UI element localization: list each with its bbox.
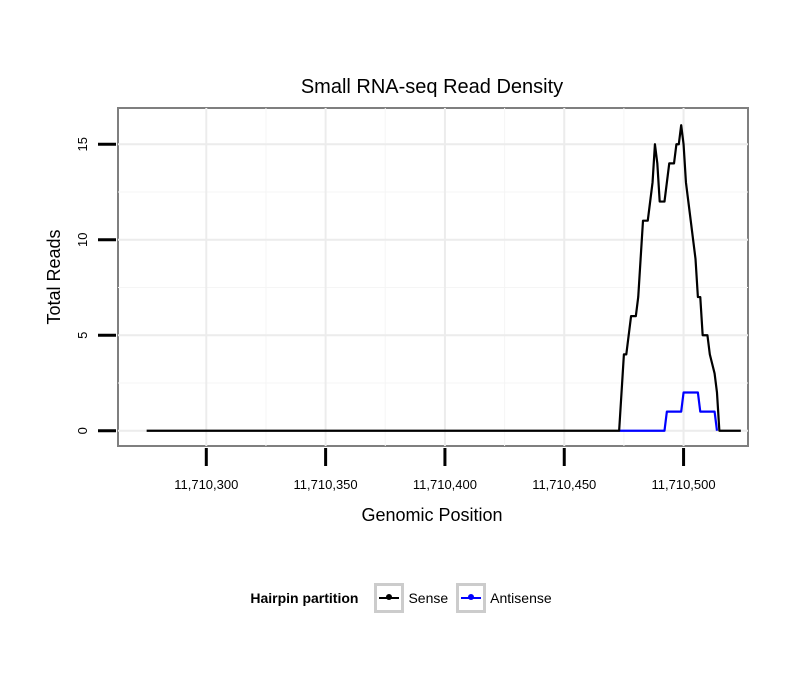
legend: Hairpin partition Sense Antisense	[0, 580, 810, 616]
x-tick-label: 11,710,350	[294, 477, 358, 492]
y-axis: 0 5 10 15	[75, 137, 116, 434]
x-tick-label: 11,710,400	[413, 477, 477, 492]
legend-label-antisense: Antisense	[490, 590, 552, 606]
chart-title: Small RNA-seq Read Density	[301, 76, 563, 98]
series-line-sense	[146, 124, 741, 432]
y-tick-label: 15	[75, 137, 90, 151]
y-tick-label: 10	[75, 233, 90, 247]
x-axis-label: Genomic Position	[361, 505, 502, 525]
x-tick-label: 11,710,300	[174, 477, 238, 492]
y-tick-label: 5	[75, 332, 90, 339]
plot-panel	[117, 107, 749, 447]
y-tick-label: 0	[75, 427, 90, 434]
legend-key-sense	[374, 583, 405, 613]
series-line-antisense	[619, 391, 719, 432]
legend-title: Hairpin partition	[250, 590, 359, 606]
legend-item-sense: Sense	[374, 583, 448, 613]
series-lines	[146, 124, 741, 432]
legend-key-antisense	[456, 583, 487, 613]
legend-item-antisense: Antisense	[456, 583, 552, 613]
x-tick-label: 11,710,500	[652, 477, 716, 492]
legend-label-sense: Sense	[408, 590, 449, 606]
x-axis: 11,710,300 11,710,350 11,710,400 11,710,450…	[174, 448, 716, 492]
x-tick-label: 11,710,450	[532, 477, 596, 492]
y-axis-label: Total Reads	[44, 229, 64, 324]
